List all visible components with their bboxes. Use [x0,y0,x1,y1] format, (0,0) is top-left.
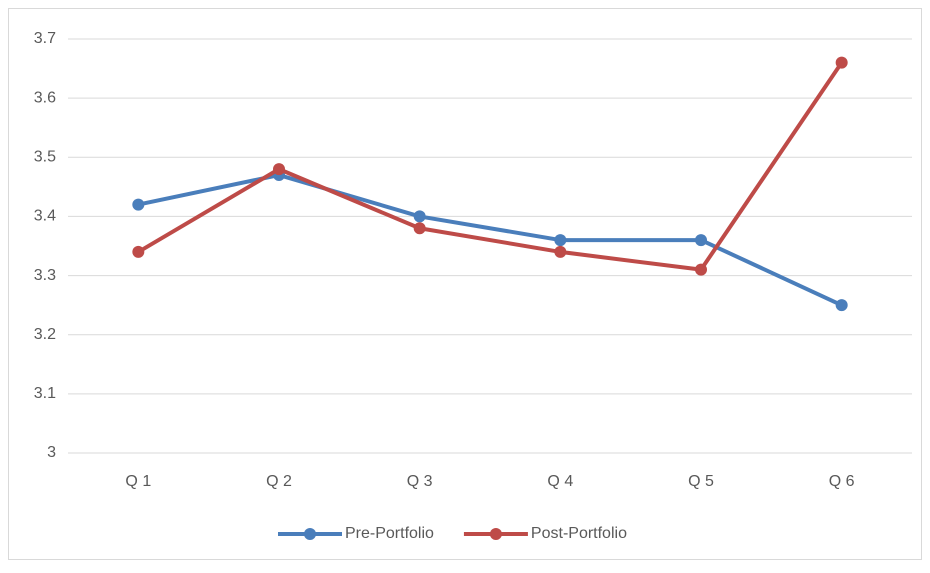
point [413,222,426,235]
point [132,198,145,211]
point [835,299,848,312]
x-tick-label: Q 3 [407,473,433,490]
y-tick-label: 3.1 [34,385,56,402]
legend-label: Post-Portfolio [531,525,627,542]
y-tick-label: 3.4 [34,208,56,225]
y-tick-label: 3.2 [34,326,56,343]
point [554,234,567,247]
point [554,245,567,258]
point [695,263,707,276]
x-tick-label: Q 6 [829,473,855,490]
point [413,210,426,223]
legend-swatch-marker [304,528,316,540]
y-tick-label: 3 [47,444,56,461]
series-line [136,60,844,272]
legend-swatch-marker [489,528,502,540]
x-tick-label: Q 2 [266,473,292,490]
y-tick-label: 3.6 [34,89,56,106]
legend-label: Pre-Portfolio [345,525,434,542]
x-tick-label: Q 4 [547,473,573,490]
point [273,163,285,176]
y-tick-label: 3.3 [34,267,56,284]
x-tick-label: Q 5 [688,473,714,490]
y-tick-label: 3.7 [34,30,56,47]
point [132,245,145,258]
chart-frame [8,8,922,560]
series-line [136,173,844,308]
y-tick-label: 3.5 [34,149,56,166]
x-tick-label: Q 1 [125,473,151,490]
point [835,56,848,69]
point [695,234,707,247]
